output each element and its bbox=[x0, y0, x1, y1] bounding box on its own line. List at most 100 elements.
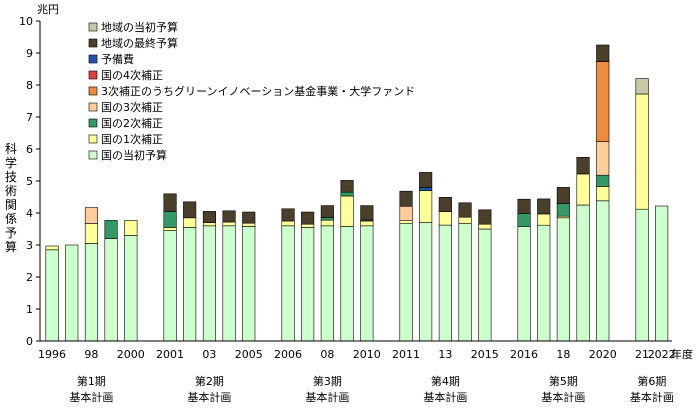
bar-segment-reserve bbox=[419, 187, 433, 191]
bar-segment-initial bbox=[596, 200, 610, 342]
bar-segment-sup3 bbox=[596, 141, 610, 176]
y-tick-label: 5 bbox=[26, 175, 33, 188]
bar-segment-sup1 bbox=[596, 186, 610, 202]
x-tick-label: 1996 bbox=[38, 348, 66, 361]
bar-segment-sup1 bbox=[537, 213, 551, 226]
bar-segment-sup1 bbox=[281, 220, 295, 227]
legend-swatch-sup2 bbox=[88, 118, 98, 128]
x-tick-label: 2015 bbox=[471, 348, 499, 361]
bar-segment-initial bbox=[340, 226, 354, 342]
bar-segment-sup2 bbox=[320, 217, 334, 221]
legend-label-green: 3次補正のうちグリーンイノベーション基金事業・大学ファンド bbox=[101, 84, 415, 98]
period-label: 第3期 bbox=[313, 374, 342, 388]
x-tick-label: 2000 bbox=[117, 348, 145, 361]
period-label: 第4期 bbox=[431, 374, 460, 388]
bar-segment-sup1 bbox=[301, 223, 315, 228]
bar-segment-local_final bbox=[242, 211, 256, 224]
period-sublabel: 基本計画 bbox=[423, 390, 467, 404]
legend-label-local_initial: 地域の当初予算 bbox=[101, 20, 178, 34]
bar-segment-sup1 bbox=[222, 221, 236, 227]
bar-segment-initial bbox=[242, 226, 256, 342]
y-tick-label: 4 bbox=[26, 207, 33, 220]
bar-segment-initial bbox=[537, 224, 551, 342]
y-tick-label: 9 bbox=[26, 47, 33, 60]
bar-segment-initial bbox=[124, 235, 138, 342]
bar-segment-local_final bbox=[281, 208, 295, 222]
legend-label-sup2: 国の2次補正 bbox=[101, 116, 163, 130]
period-label: 第6期 bbox=[637, 374, 666, 388]
bar-segment-local_final bbox=[419, 172, 433, 188]
bar-segment-local_final bbox=[517, 198, 531, 214]
bar-segment-initial bbox=[360, 225, 374, 342]
legend-label-local_final: 地域の最終予算 bbox=[101, 36, 178, 50]
bar-segment-sup1 bbox=[635, 93, 649, 210]
y-tick-label: 7 bbox=[26, 111, 33, 124]
y-axis-label: 科学技術関係予算 bbox=[5, 142, 17, 254]
period-sublabel: 基本計画 bbox=[630, 390, 674, 404]
legend-label-initial: 国の当初予算 bbox=[101, 148, 167, 162]
bar-segment-initial bbox=[517, 226, 531, 342]
bar-segment-local_final bbox=[222, 210, 236, 223]
x-tick-label: 2006 bbox=[274, 348, 302, 361]
bar-segment-initial bbox=[478, 228, 492, 342]
bar-segment-sup3 bbox=[84, 207, 98, 224]
bar-segment-initial bbox=[320, 225, 334, 342]
bar-segment-sup2 bbox=[340, 191, 354, 197]
bar-segment-sup1 bbox=[124, 220, 138, 236]
y-tick-label: 6 bbox=[26, 143, 33, 156]
bar-segment-initial bbox=[45, 249, 59, 342]
x-unit-label: 年度 bbox=[671, 347, 693, 361]
period-sublabel: 基本計画 bbox=[541, 390, 585, 404]
bar-segment-initial bbox=[65, 244, 79, 342]
bar-segment-sup2 bbox=[517, 213, 531, 227]
bar-segment-sup1 bbox=[340, 195, 354, 227]
legend-swatch-sup1 bbox=[88, 134, 98, 144]
x-tick-label: 2016 bbox=[510, 348, 538, 361]
legend-swatch-sup4 bbox=[88, 70, 98, 80]
bar-segment-local_final bbox=[183, 201, 197, 219]
bar-segment-local_final bbox=[399, 190, 413, 207]
bar-segment-local_final bbox=[301, 211, 315, 225]
legend-label-sup3: 国の3次補正 bbox=[101, 100, 163, 114]
y-tick-label: 8 bbox=[26, 79, 33, 92]
x-tick-label: 08 bbox=[320, 348, 334, 361]
legend-label-sup1: 国の1次補正 bbox=[101, 132, 163, 146]
bar-segment-initial bbox=[419, 222, 433, 342]
bar-segment-sup1 bbox=[45, 245, 59, 251]
bar-segment-local_final bbox=[478, 209, 492, 225]
bar-segment-initial bbox=[222, 225, 236, 342]
period-sublabel: 基本計画 bbox=[69, 390, 113, 404]
bar-segment-local_final bbox=[438, 197, 452, 213]
bar-segment-sup3 bbox=[399, 206, 413, 222]
y-tick-label: 0 bbox=[26, 335, 33, 348]
bar-segment-sup1 bbox=[183, 217, 197, 228]
x-tick-label: 98 bbox=[84, 348, 98, 361]
bar-segment-sup1 bbox=[360, 220, 374, 227]
bar-segment-local_final bbox=[340, 180, 354, 193]
bar-segment-initial bbox=[399, 222, 413, 342]
period-label: 第1期 bbox=[77, 374, 106, 388]
bar-segment-initial bbox=[576, 204, 590, 342]
legend-swatch-sup3 bbox=[88, 102, 98, 112]
legend-swatch-initial bbox=[88, 150, 98, 160]
bar-segment-initial bbox=[183, 227, 197, 342]
bar-segment-initial bbox=[104, 238, 118, 342]
bar-segment-initial bbox=[655, 205, 669, 342]
period-sublabel: 基本計画 bbox=[187, 390, 231, 404]
bar-segment-local_final bbox=[537, 198, 551, 215]
x-tick-label: 2001 bbox=[156, 348, 184, 361]
bar-segment-local_final bbox=[596, 44, 610, 62]
legend-swatch-local_final bbox=[88, 38, 98, 48]
x-tick-label: 21 bbox=[635, 348, 649, 361]
bar-segment-sup1 bbox=[320, 219, 334, 227]
bar-segment-sup2 bbox=[163, 211, 177, 228]
bar-segment-sup1 bbox=[163, 227, 177, 231]
x-tick-label: 18 bbox=[556, 348, 570, 361]
bar-segment-sup2 bbox=[104, 220, 118, 239]
y-tick-label: 2 bbox=[26, 271, 33, 284]
bar-segment-initial bbox=[458, 223, 472, 342]
bar-segment-initial bbox=[301, 227, 315, 342]
bar-segment-local_final bbox=[556, 187, 570, 204]
bar-segment-sup2 bbox=[556, 203, 570, 217]
x-tick-label: 2022 bbox=[648, 348, 676, 361]
